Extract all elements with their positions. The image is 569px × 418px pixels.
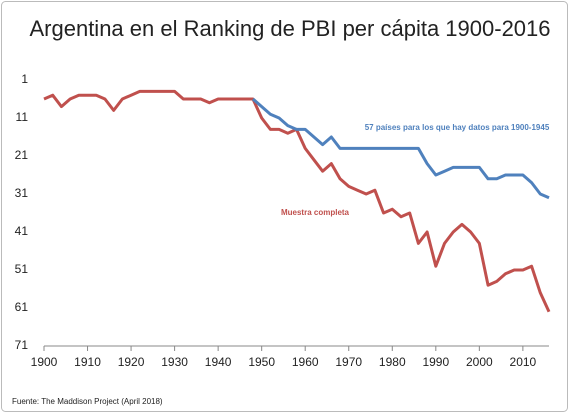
x-tick-label: 2000: [466, 355, 493, 369]
x-tick-label: 1900: [31, 355, 58, 369]
x-tick-label: 1980: [379, 355, 406, 369]
x-tick-label: 1970: [335, 355, 362, 369]
series-label: Muestra completa: [281, 208, 350, 217]
y-tick-label: 31: [15, 186, 29, 200]
y-tick-label: 61: [15, 300, 29, 314]
x-tick-label: 1960: [292, 355, 319, 369]
x-tick-label: 2010: [510, 355, 537, 369]
x-tick-label: 1910: [74, 355, 101, 369]
source-note: Fuente: The Maddison Project (April 2018…: [12, 397, 163, 406]
chart-frame: [1, 1, 568, 412]
x-tick-label: 1930: [161, 355, 188, 369]
y-tick-label: 51: [15, 262, 29, 276]
x-tick-label: 1950: [248, 355, 275, 369]
chart-title: Argentina en el Ranking de PBI per cápit…: [29, 16, 550, 41]
y-tick-label: 71: [15, 338, 29, 352]
y-tick-label: 21: [15, 148, 29, 162]
y-tick-label: 1: [21, 72, 28, 86]
series-line: [251, 97, 550, 200]
x-tick-label: 1920: [118, 355, 145, 369]
y-tick-label: 11: [16, 110, 29, 124]
y-tick-label: 41: [15, 224, 29, 238]
x-tick-label: 1940: [205, 355, 232, 369]
x-tick-label: 1990: [422, 355, 449, 369]
series-label: 57 países para los que hay datos para 19…: [365, 123, 550, 132]
